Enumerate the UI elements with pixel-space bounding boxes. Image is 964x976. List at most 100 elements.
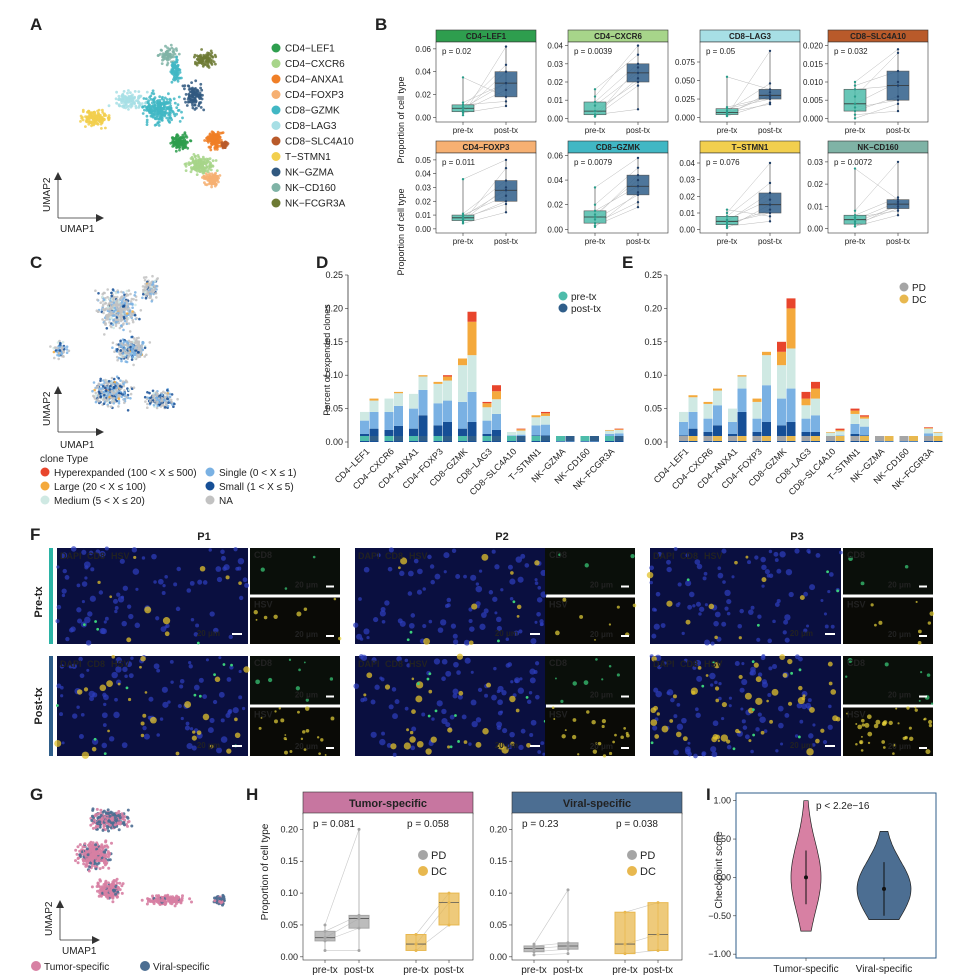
dapi-nucleus xyxy=(518,744,524,751)
data-point xyxy=(896,198,900,201)
dapi-nucleus xyxy=(242,577,248,583)
dapi-nucleus xyxy=(99,627,106,635)
dapi-nucleus xyxy=(436,700,443,707)
umap-point xyxy=(175,58,179,61)
umap-point xyxy=(131,312,134,316)
dapi-nucleus xyxy=(704,603,708,607)
dapi-nucleus xyxy=(237,557,245,565)
dapi-nucleus xyxy=(757,712,762,717)
umap-point xyxy=(132,298,135,301)
legend-a-swatch xyxy=(271,167,281,177)
umap-point xyxy=(103,112,106,116)
dapi-nucleus xyxy=(392,713,398,720)
dapi-nucleus xyxy=(98,590,104,595)
facet-title: CD8−LAG3 xyxy=(729,32,772,41)
umap-point xyxy=(114,324,118,328)
dapi-nucleus xyxy=(391,687,397,692)
dapi-nucleus xyxy=(823,612,828,616)
umap-point xyxy=(57,354,61,357)
umap-point xyxy=(99,301,102,305)
umap-point xyxy=(175,133,179,137)
hsv-signal xyxy=(809,706,815,713)
y-tick-label: 0.05 xyxy=(325,404,343,414)
hsv-signal xyxy=(654,734,660,739)
bar-segment xyxy=(458,401,467,429)
dapi-nucleus xyxy=(416,589,423,595)
hsv-signal xyxy=(608,623,612,626)
cd8-label: CD8 xyxy=(385,659,403,669)
umap-point xyxy=(202,108,206,112)
umap-point xyxy=(103,291,106,295)
bar-segment xyxy=(850,423,860,434)
dapi-nucleus xyxy=(101,712,108,719)
bar-segment xyxy=(482,420,492,434)
bar-segment xyxy=(835,429,845,432)
pair-line xyxy=(854,103,899,119)
y-tick-label: 0.03 xyxy=(415,183,431,192)
umap-point xyxy=(119,379,122,383)
umap-point xyxy=(149,111,153,115)
y-tick-label: 0.015 xyxy=(803,60,824,69)
umap-point xyxy=(167,401,170,405)
umap-point xyxy=(62,350,65,354)
dapi-nucleus xyxy=(441,708,447,715)
bar-segment xyxy=(580,441,590,442)
dapi-nucleus xyxy=(114,609,118,614)
dapi-nucleus xyxy=(441,676,446,682)
umap-point xyxy=(173,65,177,68)
cd8-signal xyxy=(96,627,100,631)
hsv-signal xyxy=(289,750,293,753)
dapi-nucleus xyxy=(651,633,657,639)
x-tick-label: post-tx xyxy=(626,126,650,135)
bar-segment xyxy=(679,421,688,436)
umap-point xyxy=(101,318,104,321)
umap-point xyxy=(108,301,112,305)
p-value: p = 0.0072 xyxy=(834,158,873,167)
dapi-nucleus xyxy=(113,711,120,719)
dapi-nucleus xyxy=(103,620,107,624)
hsv-signal xyxy=(458,690,464,696)
data-point xyxy=(768,198,772,201)
hsv-signal xyxy=(107,729,110,733)
umap-point xyxy=(138,103,142,107)
umap-point xyxy=(175,106,179,109)
dapi-nucleus xyxy=(475,582,480,586)
umap-point xyxy=(134,298,138,302)
y-tick-label: 0.05 xyxy=(644,404,662,414)
dapi-nucleus xyxy=(676,703,681,707)
data-point xyxy=(853,209,857,212)
umap-point xyxy=(123,401,126,405)
hsv-label: HSV xyxy=(704,551,723,561)
umap-point xyxy=(120,290,123,294)
x-tick-label: pre-tx xyxy=(453,237,473,246)
hsv-signal xyxy=(625,733,630,738)
hsv-signal xyxy=(755,676,762,683)
dapi-nucleus xyxy=(741,662,745,666)
cd8-signal xyxy=(428,672,432,676)
scale-bar xyxy=(530,745,540,747)
umap-point xyxy=(122,90,126,93)
dapi-nucleus xyxy=(444,603,449,608)
umap-point xyxy=(144,101,147,105)
data-point xyxy=(725,225,729,228)
hsv-channel-label: HSV xyxy=(254,600,273,610)
legend-a-label: CD4−CXCR6 xyxy=(285,59,345,70)
cd8-signal xyxy=(608,664,612,668)
dapi-nucleus xyxy=(714,611,721,618)
umap-point xyxy=(148,341,152,344)
umap-point xyxy=(96,112,100,115)
y-tick-label: 0.01 xyxy=(415,211,431,220)
umap-point xyxy=(206,64,210,68)
dapi-nucleus xyxy=(812,723,816,727)
x-tick-label: pre-tx xyxy=(845,126,865,135)
dapi-nucleus xyxy=(534,694,540,700)
umap-point xyxy=(194,60,197,64)
hsv-signal xyxy=(608,751,613,756)
umap-point xyxy=(115,301,118,304)
bar-segment xyxy=(360,420,369,434)
umap-point xyxy=(102,303,105,306)
umap-point xyxy=(202,157,206,161)
dapi-nucleus xyxy=(491,694,497,701)
y-tick-label: 0.000 xyxy=(803,114,824,123)
umap-point xyxy=(121,92,125,96)
